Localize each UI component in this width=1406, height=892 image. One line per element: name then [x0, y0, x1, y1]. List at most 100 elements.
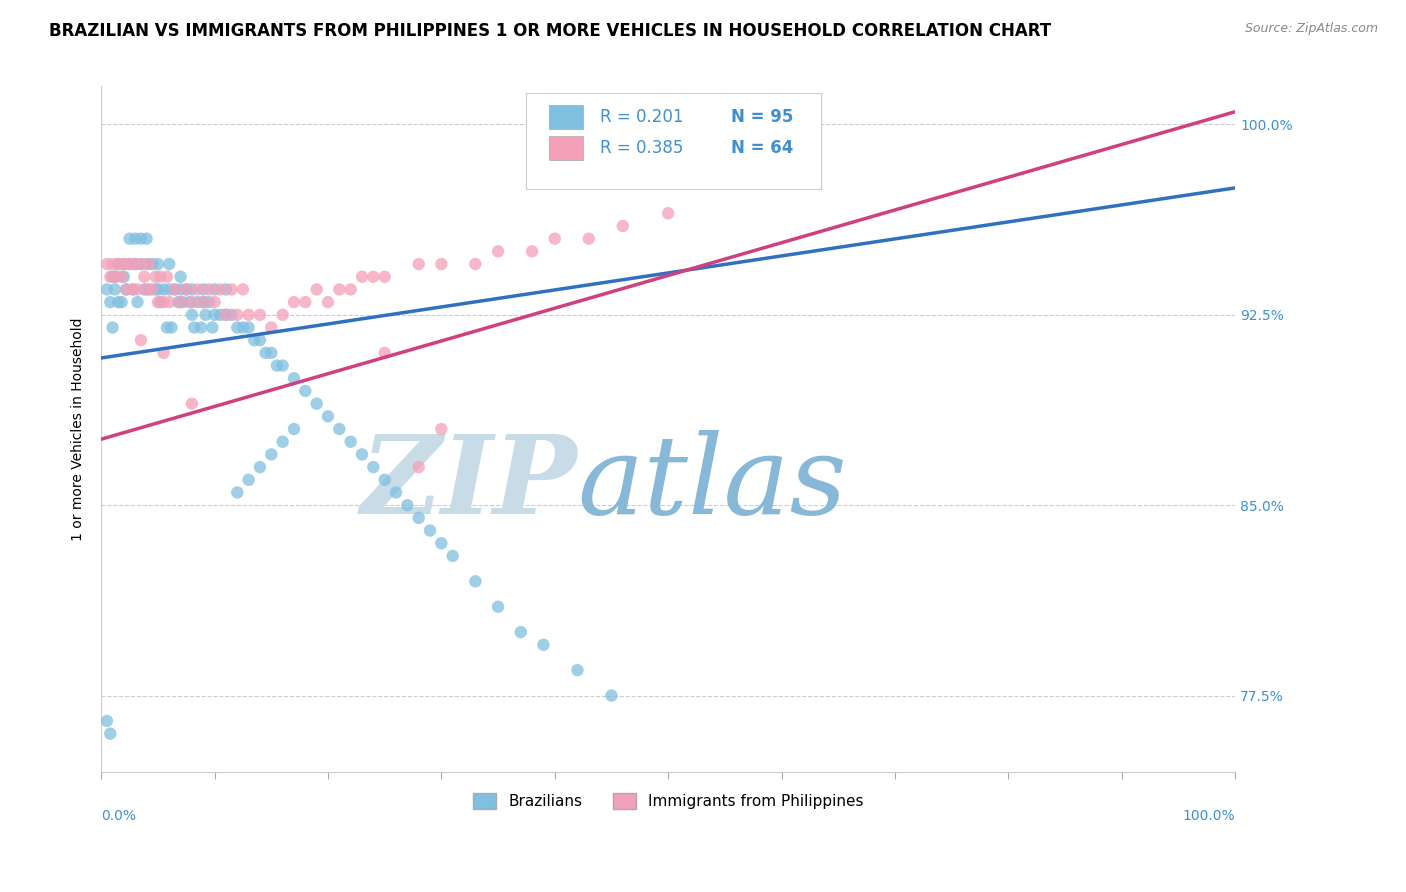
Point — [350, 269, 373, 284]
Point — [305, 397, 328, 411]
Point — [238, 320, 260, 334]
Point — [374, 269, 396, 284]
Point — [578, 232, 600, 246]
Point — [134, 282, 156, 296]
Point — [181, 282, 204, 296]
Point — [179, 295, 201, 310]
Point — [152, 346, 174, 360]
Point — [464, 574, 486, 589]
Point — [145, 269, 167, 284]
Point — [152, 295, 174, 310]
Point — [163, 282, 186, 296]
Point — [544, 232, 567, 246]
Point — [187, 282, 209, 296]
Point — [350, 447, 373, 461]
Point — [204, 282, 226, 296]
Point — [98, 269, 121, 284]
Point — [328, 422, 350, 436]
Point — [149, 269, 172, 284]
Text: R = 0.201: R = 0.201 — [600, 108, 683, 126]
Point — [204, 308, 226, 322]
Point — [226, 320, 249, 334]
Point — [174, 282, 197, 296]
Point — [226, 308, 249, 322]
Point — [190, 320, 212, 334]
Point — [156, 320, 179, 334]
Point — [134, 269, 156, 284]
Point — [169, 295, 191, 310]
Point — [163, 282, 186, 296]
Point — [533, 638, 555, 652]
Point — [441, 549, 464, 563]
Point — [374, 346, 396, 360]
Point — [260, 346, 283, 360]
Point — [96, 282, 118, 296]
Point — [118, 257, 141, 271]
Point — [138, 257, 160, 271]
Point — [107, 295, 129, 310]
Point — [169, 269, 191, 284]
Point — [156, 269, 179, 284]
Point — [198, 282, 221, 296]
Point — [146, 295, 169, 310]
Point — [198, 295, 221, 310]
Point — [96, 257, 118, 271]
Point — [509, 625, 531, 640]
Point — [101, 257, 124, 271]
Point — [96, 714, 118, 728]
Point — [408, 460, 430, 475]
Point — [204, 295, 226, 310]
Point — [339, 434, 361, 449]
Point — [339, 282, 361, 296]
Point — [201, 320, 224, 334]
Text: 0.0%: 0.0% — [101, 809, 136, 823]
Point — [271, 308, 294, 322]
Point — [174, 282, 197, 296]
Point — [260, 447, 283, 461]
Point — [157, 282, 180, 296]
Point — [104, 269, 127, 284]
Point — [232, 320, 254, 334]
Point — [146, 282, 169, 296]
Point — [232, 282, 254, 296]
Point — [157, 295, 180, 310]
Point — [122, 282, 145, 296]
Point — [363, 269, 385, 284]
Point — [283, 422, 305, 436]
Point — [124, 232, 146, 246]
Point — [430, 422, 453, 436]
Point — [122, 282, 145, 296]
Point — [193, 295, 215, 310]
Point — [657, 206, 679, 220]
Point — [112, 257, 135, 271]
Point — [249, 460, 271, 475]
Point — [363, 460, 385, 475]
Point — [181, 397, 204, 411]
Point — [209, 282, 232, 296]
Point — [152, 282, 174, 296]
Point — [385, 485, 408, 500]
Point — [124, 257, 146, 271]
Point — [600, 689, 623, 703]
Point — [271, 359, 294, 373]
Point — [249, 333, 271, 347]
Text: ZIP: ZIP — [361, 430, 578, 538]
Point — [135, 232, 157, 246]
Point — [271, 434, 294, 449]
Point — [294, 295, 316, 310]
Point — [396, 498, 419, 512]
Point — [145, 282, 167, 296]
Point — [221, 308, 243, 322]
Point — [283, 295, 305, 310]
Point — [254, 346, 277, 360]
Point — [305, 282, 328, 296]
Point — [183, 320, 205, 334]
Text: 100.0%: 100.0% — [1182, 809, 1234, 823]
Point — [107, 257, 129, 271]
Text: R = 0.385: R = 0.385 — [600, 139, 683, 157]
Point — [172, 295, 194, 310]
Point — [187, 295, 209, 310]
Text: N = 95: N = 95 — [731, 108, 793, 126]
Point — [112, 257, 135, 271]
Point — [167, 295, 190, 310]
